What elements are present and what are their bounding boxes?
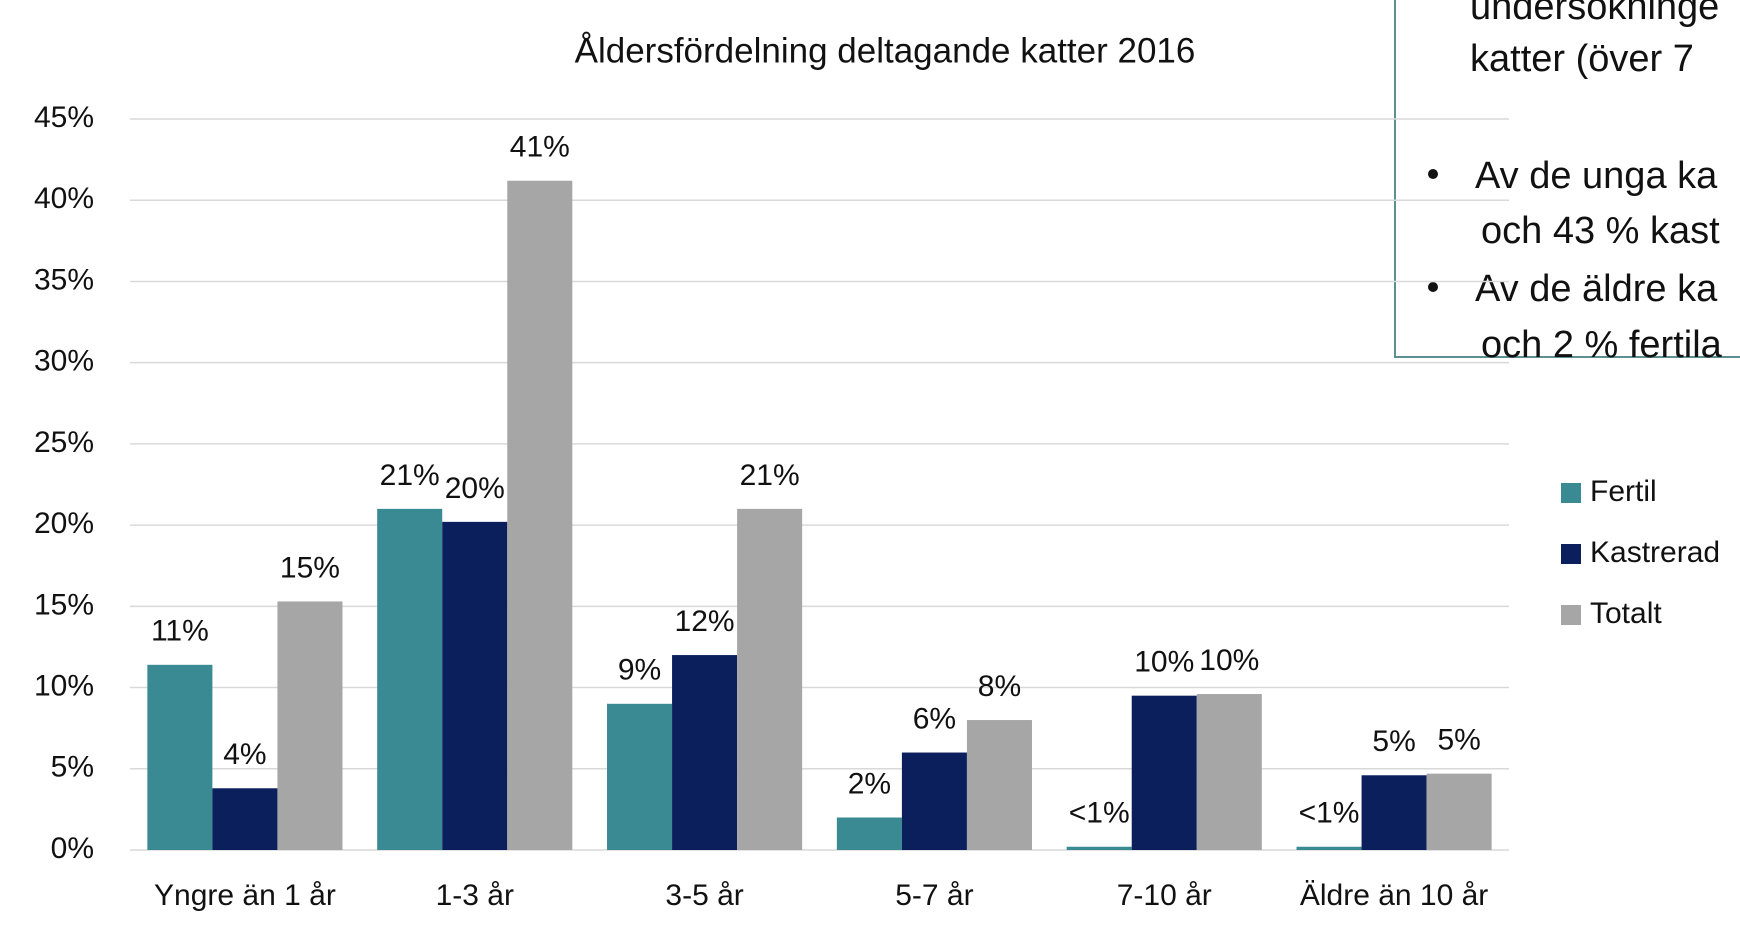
legend-swatch — [1561, 605, 1581, 625]
bar — [672, 655, 738, 850]
data-label: 5% — [1372, 725, 1415, 758]
data-label: 6% — [913, 702, 956, 735]
bar — [277, 601, 343, 850]
bar — [377, 508, 443, 850]
data-label: 10% — [1199, 644, 1259, 677]
y-tick-label: 35% — [34, 263, 94, 296]
note-text: Av de äldre ka — [1475, 268, 1718, 310]
bar — [966, 720, 1032, 850]
legend-label: Kastrerad — [1590, 536, 1720, 569]
bar — [1426, 773, 1492, 850]
y-tick-label: 20% — [34, 507, 94, 540]
bar — [212, 788, 278, 850]
y-tick-label: 15% — [34, 588, 94, 621]
legend-swatch — [1561, 544, 1581, 564]
data-label: 15% — [280, 551, 340, 584]
data-label: 5% — [1437, 724, 1480, 757]
data-label: 20% — [445, 472, 505, 505]
bar — [901, 752, 967, 850]
y-tick-label: 0% — [51, 832, 94, 865]
data-label: 12% — [675, 605, 735, 638]
x-tick-label: Äldre än 10 år — [1300, 879, 1488, 912]
bar — [737, 508, 803, 850]
y-tick-label: 25% — [34, 426, 94, 459]
note-text: och 2 % fertila — [1481, 324, 1723, 366]
x-tick-label: Yngre än 1 år — [154, 879, 336, 912]
bullet — [1428, 169, 1438, 179]
bar — [836, 817, 902, 850]
note-text: Av de unga ka — [1475, 155, 1718, 197]
data-label: 41% — [510, 131, 570, 164]
data-label: 9% — [618, 654, 661, 687]
bar — [607, 703, 673, 850]
bullet — [1428, 282, 1438, 292]
legend-label: Totalt — [1590, 597, 1662, 630]
note-box — [1394, 0, 1740, 358]
y-tick-label: 30% — [34, 345, 94, 378]
y-tick-label: 10% — [34, 669, 94, 702]
data-label: 21% — [740, 459, 800, 492]
legend-label: Fertil — [1590, 475, 1657, 508]
data-label: 8% — [978, 670, 1021, 703]
data-label: <1% — [1299, 797, 1360, 830]
legend-swatch — [1561, 483, 1581, 503]
bar — [1196, 694, 1262, 850]
data-label: 2% — [848, 767, 891, 800]
bar — [1361, 775, 1427, 850]
x-tick-label: 3-5 år — [665, 879, 743, 912]
y-tick-label: 45% — [34, 101, 94, 134]
bar — [442, 521, 508, 850]
note-text: undersökninge — [1470, 0, 1719, 28]
data-label: 10% — [1134, 646, 1194, 679]
chart-title: Åldersfördelning deltagande katter 2016 — [575, 31, 1196, 70]
bar — [147, 664, 213, 850]
bar — [1131, 695, 1197, 850]
y-tick-label: 5% — [51, 751, 94, 784]
y-tick-label: 40% — [34, 182, 94, 215]
data-label: 4% — [223, 738, 266, 771]
bar — [507, 180, 573, 850]
note-text: katter (över 7 — [1470, 38, 1694, 80]
data-label: 21% — [380, 459, 440, 492]
note-text: och 43 % kast — [1481, 210, 1720, 252]
bar — [1066, 846, 1132, 850]
x-tick-label: 1-3 år — [436, 879, 514, 912]
x-tick-label: 5-7 år — [895, 879, 973, 912]
data-label: 11% — [151, 615, 209, 648]
bar — [1296, 846, 1362, 850]
data-label: <1% — [1069, 797, 1130, 830]
x-tick-label: 7-10 år — [1117, 879, 1212, 912]
